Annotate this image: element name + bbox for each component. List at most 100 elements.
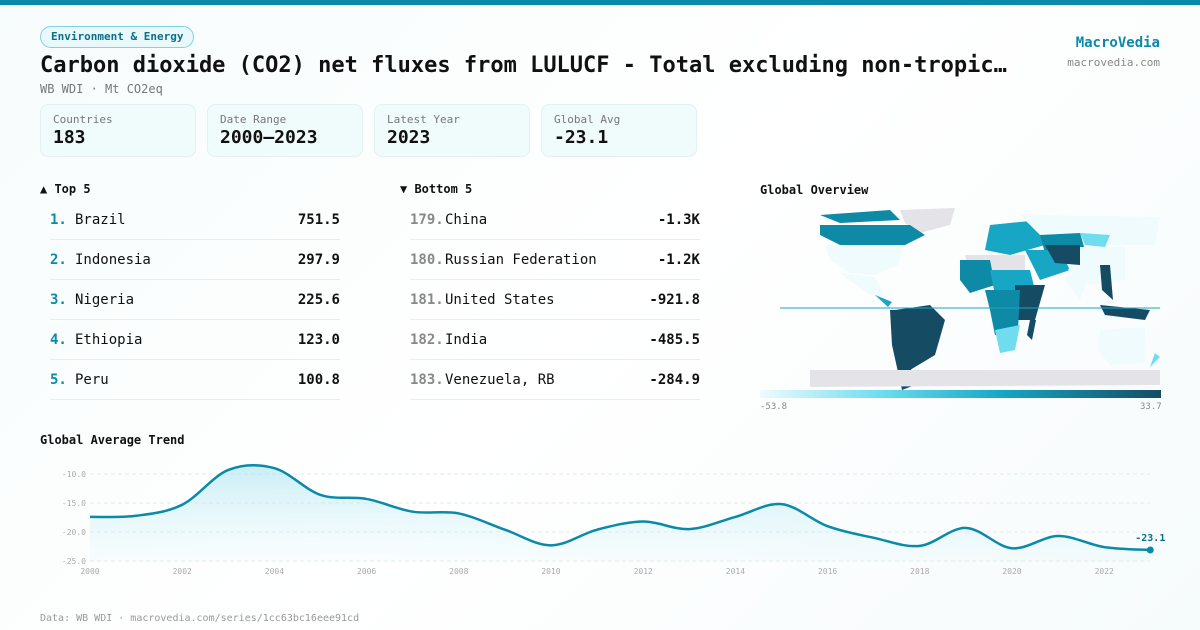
bottom5-row[interactable]: 179. China -1.3K [410, 200, 700, 240]
stat-value: 2023 [387, 127, 431, 148]
legend-min: -53.8 [760, 402, 788, 412]
stat-label: Global Avg [554, 113, 621, 126]
country-name: Russian Federation [445, 251, 597, 268]
bottom5-row[interactable]: 181. United States -921.8 [410, 280, 700, 320]
stat-label: Countries [53, 113, 113, 126]
country-value: -284.9 [649, 371, 700, 388]
country-greenland [900, 208, 955, 233]
rank: 4. [50, 331, 67, 348]
country-australia [1098, 327, 1145, 365]
category-badge[interactable]: Environment & Energy [40, 26, 195, 48]
top5-heading: ▲ Top 5 [40, 182, 91, 196]
rank: 183. [410, 371, 444, 388]
stat-countries: Countries 183 [40, 104, 196, 157]
country-central-africa [985, 290, 1020, 335]
x-tick-label: 2008 [449, 567, 468, 576]
brand-logo[interactable]: MacroVedia [1075, 35, 1160, 51]
country-west-africa [960, 260, 995, 293]
x-tick-label: 2012 [634, 567, 653, 576]
x-tick-label: 2016 [818, 567, 837, 576]
country-new-zealand [1150, 353, 1160, 367]
bottom5-heading: ▼ Bottom 5 [400, 182, 473, 196]
country-value: 297.9 [297, 251, 340, 268]
y-tick-label: -20.0 [62, 528, 86, 537]
stat-value: 183 [53, 127, 86, 148]
country-brazil [895, 305, 945, 370]
page-title: Carbon dioxide (CO2) net fluxes from LUL… [40, 53, 1010, 78]
rank: 182. [410, 331, 444, 348]
x-tick-label: 2020 [1002, 567, 1021, 576]
country-mongolia [1080, 233, 1110, 247]
top-accent-bar [0, 0, 1200, 5]
stat-date-range: Date Range 2000–2023 [207, 104, 363, 157]
map-heading: Global Overview [760, 183, 869, 197]
stat-label: Date Range [220, 113, 287, 126]
last-value-label: -23.1 [1135, 533, 1165, 544]
country-europe [985, 220, 1045, 255]
stat-value: 2000–2023 [220, 127, 318, 148]
rank: 5. [50, 371, 67, 388]
x-tick-label: 2000 [80, 567, 99, 576]
country-mexico [840, 273, 885, 297]
trend-area [90, 465, 1151, 561]
country-value: -921.8 [649, 291, 700, 308]
top5-row[interactable]: 1. Brazil 751.5 [50, 200, 340, 240]
x-tick-label: 2018 [910, 567, 929, 576]
country-name: Brazil [75, 211, 126, 228]
footer-source: Data: WB WDI · macrovedia.com/series/1cc… [40, 613, 360, 624]
x-tick-label: 2014 [726, 567, 745, 576]
data-point[interactable] [1146, 546, 1154, 554]
stat-label: Latest Year [387, 113, 460, 126]
rank: 1. [50, 211, 67, 228]
stat-global-avg: Global Avg -23.1 [541, 104, 697, 157]
country-name: Peru [75, 371, 109, 388]
country-value: 751.5 [297, 211, 340, 228]
brand-url[interactable]: macrovedia.com [1067, 56, 1160, 69]
y-tick-label: -15.0 [62, 499, 86, 508]
country-canada-arctic [820, 210, 900, 223]
top5-row[interactable]: 2. Indonesia 297.9 [50, 240, 340, 280]
country-name: India [445, 331, 488, 348]
rank: 2. [50, 251, 67, 268]
country-value: 123.0 [297, 331, 340, 348]
country-canada [820, 225, 925, 245]
world-map[interactable] [780, 205, 1160, 390]
country-name: Ethiopia [75, 331, 143, 348]
country-value: -485.5 [649, 331, 700, 348]
country-iran-region [1045, 245, 1080, 265]
country-name: United States [445, 291, 555, 308]
top5-row[interactable]: 4. Ethiopia 123.0 [50, 320, 340, 360]
trend-line [89, 463, 1151, 552]
stat-latest-year: Latest Year 2023 [374, 104, 530, 157]
map-countries [810, 208, 1160, 390]
country-name: Indonesia [75, 251, 151, 268]
country-usa [825, 245, 905, 275]
country-southern-africa [995, 325, 1020, 353]
country-value: -1.2K [657, 251, 700, 268]
y-tick-label: -25.0 [62, 557, 86, 566]
rank: 181. [410, 291, 444, 308]
x-tick-label: 2004 [265, 567, 284, 576]
bottom5-row[interactable]: 182. India -485.5 [410, 320, 700, 360]
legend-max: 33.7 [1140, 402, 1162, 412]
x-tick-label: 2022 [1095, 567, 1114, 576]
bottom5-row[interactable]: 180. Russian Federation -1.2K [410, 240, 700, 280]
country-east-africa [1015, 285, 1045, 320]
country-india [1065, 265, 1090, 300]
country-value: 100.8 [297, 371, 340, 388]
map-color-legend [760, 390, 1161, 398]
country-name: China [445, 211, 488, 228]
rank: 3. [50, 291, 67, 308]
x-tick-label: 2006 [357, 567, 376, 576]
country-central-america [875, 295, 892, 307]
page-subtitle: WB WDI · Mt CO2eq [40, 82, 163, 96]
country-indonesia [1100, 305, 1150, 320]
y-tick-label: -10.0 [62, 470, 86, 479]
top5-row[interactable]: 3. Nigeria 225.6 [50, 280, 340, 320]
country-name: Nigeria [75, 291, 135, 308]
top5-row[interactable]: 5. Peru 100.8 [50, 360, 340, 400]
rank: 179. [410, 211, 444, 228]
stat-value: -23.1 [554, 127, 609, 148]
bottom5-row[interactable]: 183. Venezuela, RB -284.9 [410, 360, 700, 400]
